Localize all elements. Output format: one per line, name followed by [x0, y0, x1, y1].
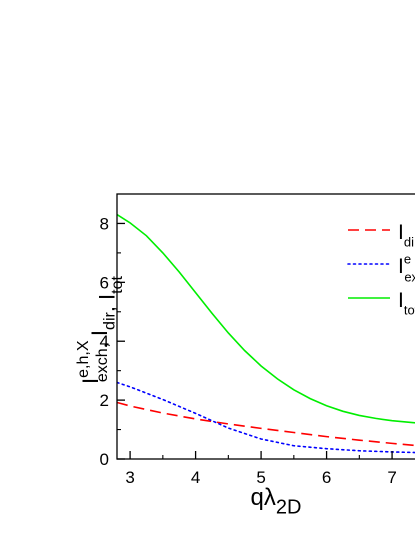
y-tick-label: 8 [100, 214, 109, 233]
series-line-2 [117, 381, 415, 454]
series-layer [117, 213, 415, 454]
x-tick-label: 5 [256, 468, 265, 487]
y-tick-label: 4 [100, 332, 109, 351]
plot-frame [116, 193, 415, 460]
legend-label-1: Idi [398, 221, 414, 249]
y-tick-label: 6 [100, 273, 109, 292]
y-axis-title: Ie,h,X exch, Idir, Itot [75, 275, 126, 384]
x-tick-label: 3 [125, 468, 134, 487]
x-tick-label: 6 [322, 468, 331, 487]
ticks-layer: 3 4 5 6 7 0 2 4 6 8 [100, 214, 397, 487]
x-axis-title: qλ2D [251, 484, 302, 518]
y-tick-label: 0 [100, 450, 109, 469]
y-tick-label: 2 [100, 391, 109, 410]
series-line-1 [117, 401, 415, 447]
x-tick-label: 4 [191, 468, 200, 487]
legend-label-3: Itot [398, 289, 415, 317]
x-tick-label: 7 [387, 468, 396, 487]
series-line-3 [117, 213, 415, 424]
legend-label-2: Ie ex [398, 252, 415, 285]
